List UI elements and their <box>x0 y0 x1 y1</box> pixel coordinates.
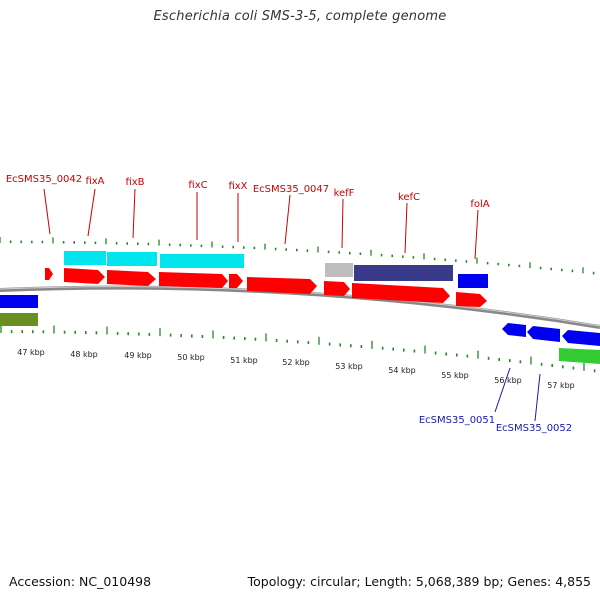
cds-arrow-fixB[interactable] <box>107 270 156 286</box>
genome-summary-text: Topology: circular; Length: 5,068,389 bp… <box>247 574 591 589</box>
gene-label-kefC[interactable]: kefC <box>398 192 420 203</box>
cds-arrow-fixA[interactable] <box>64 268 105 284</box>
cds-arrow-reverse-2[interactable] <box>527 326 560 342</box>
scale-label-47kbp: 47 kbp <box>17 348 45 357</box>
scale-label-53kbp: 53 kbp <box>335 362 363 371</box>
gene-bar-left-olive[interactable] <box>0 313 38 326</box>
reverse-leader-lines <box>494 367 541 422</box>
scale-label-50kbp: 50 kbp <box>177 353 205 362</box>
scale-label-57kbp: 57 kbp <box>547 381 575 390</box>
cds-arrow-0047[interactable] <box>247 277 317 294</box>
gene-label-fixB[interactable]: fixB <box>125 177 144 188</box>
reverse-tick-track <box>0 325 596 373</box>
cds-arrow-folA[interactable] <box>456 292 487 307</box>
gene-label-EcSMS35_0052[interactable]: EcSMS35_0052 <box>496 423 572 434</box>
gene-label-EcSMS35_0047[interactable]: EcSMS35_0047 <box>253 184 329 195</box>
cds-arrow-fixC[interactable] <box>159 272 228 288</box>
gene-label-fixX[interactable]: fixX <box>228 181 247 192</box>
gene-label-fixC[interactable]: fixC <box>188 180 207 191</box>
cds-arrow-kefF[interactable] <box>324 281 350 296</box>
gene-bar-kefF[interactable] <box>325 263 353 277</box>
gene-bar-kefC[interactable] <box>354 265 453 281</box>
gene-bar-fixB[interactable] <box>107 252 157 266</box>
scale-label-54kbp: 54 kbp <box>388 366 416 375</box>
forward-tick-track <box>0 237 595 275</box>
cds-arrow-fixX[interactable] <box>229 274 243 288</box>
genome-title: Escherichia coli SMS-3-5, complete genom… <box>153 9 447 24</box>
forward-leader-lines <box>43 188 479 260</box>
scale-label-51kbp: 51 kbp <box>230 356 258 365</box>
scale-label-48kbp: 48 kbp <box>70 350 98 359</box>
gene-label-EcSMS35_0042[interactable]: EcSMS35_0042 <box>6 174 82 185</box>
cds-arrow-kefC[interactable] <box>352 283 450 303</box>
gene-bar-fixA[interactable] <box>64 251 106 265</box>
gene-bar-reverse-green[interactable] <box>559 348 600 364</box>
gene-label-kefF[interactable]: kefF <box>334 188 355 199</box>
scale-label-49kbp: 49 kbp <box>124 351 152 360</box>
cds-arrow-reverse-3[interactable] <box>562 330 600 346</box>
scale-label-52kbp: 52 kbp <box>282 358 310 367</box>
gene-label-EcSMS35_0051[interactable]: EcSMS35_0051 <box>419 415 495 426</box>
scale-label-55kbp: 55 kbp <box>441 371 469 380</box>
scale-label-56kbp: 56 kbp <box>494 376 522 385</box>
cds-arrow-0042[interactable] <box>45 268 53 280</box>
gene-label-fixA[interactable]: fixA <box>85 176 104 187</box>
accession-text: Accession: NC_010498 <box>9 574 152 589</box>
cds-arrow-reverse-1[interactable] <box>502 323 526 337</box>
gene-bar-folA[interactable] <box>458 274 488 288</box>
gene-bar-left-blue[interactable] <box>0 295 38 308</box>
gene-bar-fixC[interactable] <box>160 254 244 268</box>
genome-backbone <box>0 285 600 329</box>
gene-label-folA[interactable]: folA <box>470 199 489 210</box>
